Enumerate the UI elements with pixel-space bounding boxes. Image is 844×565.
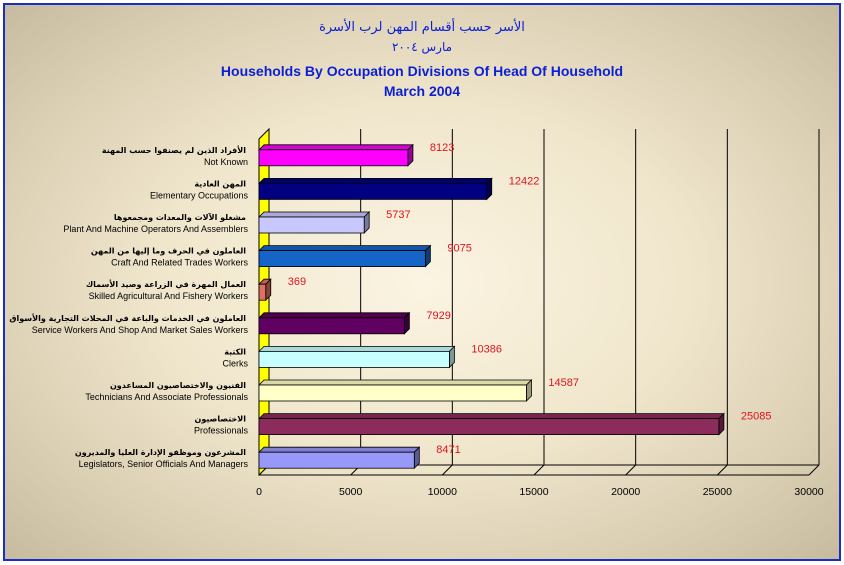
chart-subtitle: March 2004 bbox=[383, 83, 461, 99]
data-label: 369 bbox=[288, 276, 306, 288]
bar-top bbox=[258, 144, 414, 151]
data-label: 9075 bbox=[447, 243, 471, 255]
x-tick-label: 15000 bbox=[519, 486, 548, 498]
category-label: Clerks bbox=[222, 358, 248, 368]
bar bbox=[258, 350, 450, 368]
data-label: 8123 bbox=[430, 142, 454, 154]
category-label-arabic: العمال المهرة في الزراعة وصيد الأسماك bbox=[86, 279, 246, 289]
category-label-arabic: الكتبة bbox=[224, 347, 246, 356]
bar bbox=[258, 418, 720, 436]
x-tick-label: 20000 bbox=[611, 486, 640, 498]
bar bbox=[258, 451, 415, 469]
category-label-arabic: العاملون في الحرف وما إليها من المهن bbox=[91, 247, 246, 256]
bar-top bbox=[258, 446, 421, 453]
category-label: Technicians And Associate Professionals bbox=[85, 392, 248, 402]
bar-top bbox=[258, 211, 371, 218]
data-label: 5737 bbox=[386, 209, 410, 221]
bar bbox=[258, 216, 365, 234]
category-label: Plant And Machine Operators And Assemble… bbox=[63, 224, 248, 234]
floor-gridline bbox=[533, 464, 545, 476]
category-label-arabic: المهن العادية bbox=[194, 179, 246, 188]
data-label: 14587 bbox=[548, 377, 579, 389]
bar bbox=[258, 250, 426, 268]
category-label: Elementary Occupations bbox=[150, 190, 249, 200]
chart-subtitle-arabic: مارس ٢٠٠٤ bbox=[391, 40, 453, 54]
floor-gridline bbox=[441, 464, 453, 476]
bar-top bbox=[258, 312, 411, 319]
data-label: 12422 bbox=[509, 175, 540, 187]
x-tick-label: 25000 bbox=[703, 486, 732, 498]
chart-frame bbox=[3, 3, 841, 561]
x-tick-label: 0 bbox=[256, 486, 262, 498]
bar bbox=[258, 149, 409, 167]
category-label: Craft And Related Trades Workers bbox=[111, 258, 248, 268]
data-label: 8471 bbox=[436, 444, 460, 456]
category-label-arabic: الفنيون والاختصاصيون المساعدون bbox=[110, 381, 246, 390]
category-label-arabic: العاملون في الخدمات والباعة في المحلات ا… bbox=[9, 313, 246, 323]
bar-top bbox=[258, 379, 533, 386]
bar-top bbox=[258, 245, 432, 252]
floor-gridline bbox=[716, 464, 728, 476]
bar-top bbox=[258, 177, 493, 184]
x-tick-label: 5000 bbox=[339, 486, 363, 498]
bar bbox=[258, 182, 488, 200]
x-tick-label: 30000 bbox=[794, 486, 823, 498]
floor-gridline bbox=[808, 464, 820, 476]
category-label-arabic: المشرعون وموظفو الإدارة العليا والمديرون bbox=[75, 448, 246, 457]
data-label: 10386 bbox=[471, 343, 502, 355]
bar bbox=[258, 384, 527, 402]
category-label-arabic: الأفراد الذين لم يصنفوا حسب المهنة bbox=[102, 145, 246, 155]
category-label: Service Workers And Shop And Market Sale… bbox=[32, 325, 249, 335]
chart-title: Households By Occupation Divisions Of He… bbox=[220, 63, 624, 79]
bar bbox=[258, 283, 267, 301]
category-label: Skilled Agricultural And Fishery Workers bbox=[89, 291, 249, 301]
data-label: 25085 bbox=[741, 411, 772, 423]
category-label-arabic: مشغلو الآلات والمعدات ومجمعوها bbox=[114, 212, 246, 222]
x-tick-label: 10000 bbox=[428, 486, 457, 498]
bar-top bbox=[258, 413, 725, 420]
category-label-arabic: الاختصاصيون bbox=[195, 415, 247, 424]
category-label: Legislators, Senior Officials And Manage… bbox=[79, 459, 249, 469]
floor-gridline bbox=[625, 464, 637, 476]
bar-top bbox=[258, 345, 456, 352]
data-label: 7929 bbox=[426, 310, 450, 322]
category-label: Not Known bbox=[204, 157, 248, 167]
bar bbox=[258, 317, 405, 335]
category-label: Professionals bbox=[194, 426, 249, 436]
chart-title-arabic: الأسر حسب أقسام المهن لرب الأسرة bbox=[319, 20, 525, 35]
